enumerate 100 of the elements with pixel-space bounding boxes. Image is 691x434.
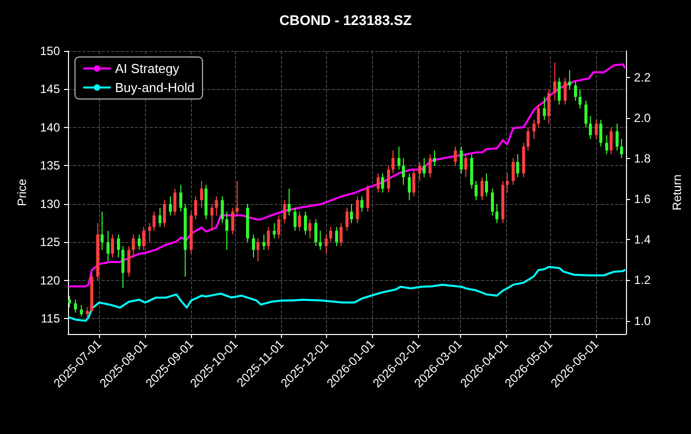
candlestick (376, 172, 380, 193)
candlestick (200, 180, 204, 208)
candlestick (231, 207, 234, 236)
candlestick (512, 158, 515, 186)
candlestick (116, 234, 120, 258)
candlestick (236, 180, 239, 216)
candlestick (433, 150, 436, 166)
candlestick (495, 203, 498, 224)
candlestick (86, 306, 89, 320)
candlestick (288, 188, 291, 216)
candlestick (298, 211, 302, 232)
y2-tick-label: 1.0 (634, 314, 652, 328)
candlestick (294, 207, 297, 232)
candlestick (314, 218, 318, 247)
candlestick (277, 214, 280, 239)
candlestick (402, 158, 405, 186)
candlestick (100, 211, 104, 250)
candlestick (610, 126, 613, 155)
candlestick (574, 81, 578, 102)
candlestick (194, 196, 198, 220)
candlestick (168, 196, 172, 216)
candlestick (74, 299, 77, 314)
candlestick (412, 169, 416, 197)
candlestick (138, 234, 141, 250)
candlestick (324, 234, 328, 254)
chart-title: CBOND - 123183.SZ (279, 12, 412, 28)
candlestick (536, 104, 540, 128)
line-series (68, 63, 626, 288)
candlestick (152, 211, 156, 232)
candlestick (480, 176, 484, 201)
candlestick (220, 196, 224, 224)
candlestick (158, 207, 162, 228)
y-tick-label: 130 (40, 196, 60, 211)
candlestick (460, 146, 463, 174)
candlestick (252, 234, 256, 258)
candlestick (490, 188, 494, 216)
y2-tick-label: 1.2 (634, 273, 652, 288)
candlestick (564, 77, 567, 106)
candlestick (392, 150, 395, 174)
y2-tick-label: 1.4 (634, 232, 652, 247)
candlestick (266, 226, 270, 250)
y-tick-label: 150 (40, 44, 60, 58)
candlestick (516, 154, 520, 178)
candlestick (428, 154, 432, 178)
candlestick (121, 246, 124, 289)
candlestick (553, 62, 556, 102)
candlestick (162, 200, 166, 228)
candlestick (272, 222, 276, 239)
line-series (68, 266, 626, 322)
candlestick (329, 226, 332, 243)
candlestick (308, 218, 312, 239)
candlestick (304, 211, 307, 236)
candlestick (68, 295, 71, 308)
candlestick (142, 226, 146, 250)
candlestick (318, 230, 322, 250)
candlestick (132, 234, 135, 258)
legend-label: Buy-and-Hold (115, 80, 194, 95)
candlestick (418, 161, 422, 182)
y-tick-label: 115 (40, 312, 60, 326)
candlestick (360, 196, 364, 212)
candlestick (262, 234, 266, 250)
candlestick (366, 184, 370, 212)
candlestick (356, 196, 359, 224)
y-axis-title: Price (15, 178, 29, 206)
y-tick-label: 145 (40, 82, 60, 96)
y-tick-label: 135 (40, 158, 60, 173)
candlestick (616, 123, 619, 151)
candlestick (225, 211, 228, 250)
candlestick (106, 230, 110, 262)
candlestick (173, 188, 176, 216)
candlestick (340, 222, 343, 247)
candlestick (547, 88, 550, 124)
candlestick (605, 134, 608, 155)
candlestick (80, 304, 83, 317)
y-tick-label: 140 (40, 120, 60, 134)
y2-tick-label: 1.6 (634, 192, 652, 206)
candlestick (179, 184, 182, 212)
candlestick (584, 100, 588, 128)
candlestick (422, 158, 426, 178)
y2-axis-title: Return (670, 174, 684, 211)
candlestick (387, 165, 390, 193)
candlestick (558, 77, 561, 106)
candlestick (214, 196, 218, 216)
y-tick-label: 125 (40, 235, 60, 250)
candlestick (127, 246, 130, 278)
candlestick (464, 154, 468, 178)
candlestick (283, 200, 286, 224)
y-tick-label: 120 (40, 273, 60, 288)
candlestick (148, 222, 152, 243)
candlestick (620, 138, 624, 159)
candlestick (454, 146, 457, 166)
candlestick (111, 234, 114, 258)
candlestick (599, 119, 602, 148)
candlestick (256, 238, 260, 262)
candlestick (568, 70, 572, 90)
y2-tick-label: 2.2 (634, 70, 652, 84)
candlestick (346, 207, 348, 232)
candlestick (542, 96, 546, 120)
candlestick (532, 119, 536, 140)
candlestick (350, 203, 353, 224)
